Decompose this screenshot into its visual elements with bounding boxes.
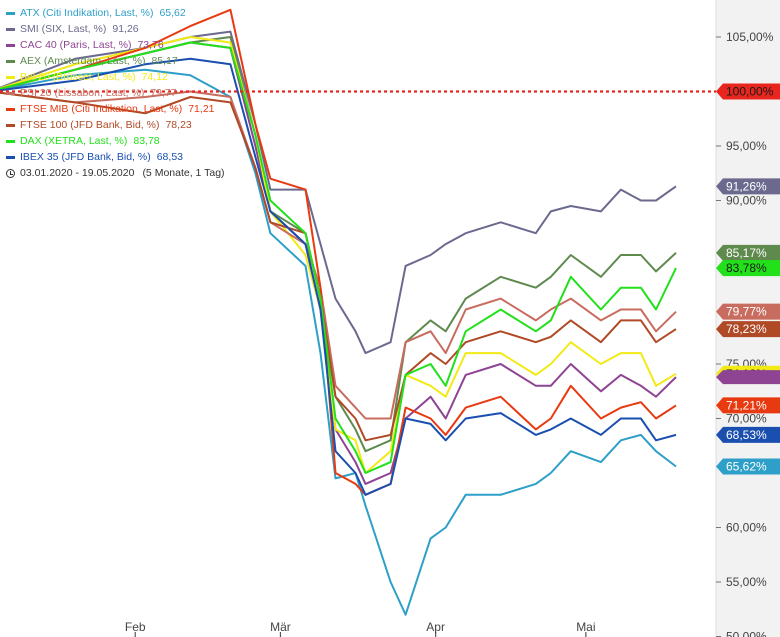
legend-last-value: 83,78 — [133, 135, 160, 147]
legend-swatch — [6, 107, 15, 111]
legend-swatch — [6, 123, 15, 127]
value-flag-label: 91,26% — [726, 179, 767, 193]
value-flag-label: 71,21% — [726, 398, 767, 412]
legend-item[interactable]: FTSE MIB (Citi Indikation, Last, %) 71,21 — [6, 101, 225, 117]
legend-last-value: 68,53 — [156, 151, 183, 163]
legend-last-value: 91,26 — [112, 23, 139, 35]
legend-item[interactable]: PSI 20 (Lissabon, Last, %) 79,77 — [6, 85, 225, 101]
y-tick-label: 70,00% — [726, 412, 767, 426]
legend-period: 03.01.2020 - 19.05.2020 (5 Monate, 1 Tag) — [6, 165, 225, 181]
legend-swatch — [6, 11, 15, 15]
series-line — [0, 36, 677, 453]
value-flag — [716, 321, 780, 338]
legend-swatch — [6, 43, 15, 47]
legend-item[interactable]: FTSE 100 (JFD Bank, Bid, %) 78,23 — [6, 117, 225, 133]
x-tick-label: Apr — [426, 620, 445, 634]
legend-swatch — [6, 75, 15, 79]
period-range: 03.01.2020 - 19.05.2020 — [20, 167, 135, 179]
y-tick-label: 55,00% — [726, 575, 767, 589]
value-flag — [716, 244, 780, 261]
value-flag-label: 79,77% — [726, 305, 767, 319]
value-flag-label: 68,53% — [726, 428, 767, 442]
legend-item[interactable]: IBEX 35 (JFD Bank, Bid, %) 68,53 — [6, 149, 225, 165]
x-tick-label: Mai — [576, 620, 595, 634]
x-tick-label: Feb — [125, 620, 146, 634]
legend-swatch — [6, 155, 15, 159]
y-tick-label: 60,00% — [726, 521, 767, 535]
value-flag-label: 78,23% — [726, 322, 767, 336]
series-line — [0, 90, 677, 420]
value-flag — [716, 83, 780, 100]
legend-swatch — [6, 139, 15, 143]
legend-series-name: SMI (SIX, Last, %) — [20, 23, 107, 35]
value-flag-label: 100,00% — [726, 85, 774, 99]
legend-last-value: 74,12 — [141, 71, 168, 83]
value-flag — [716, 370, 780, 385]
value-flag — [716, 178, 780, 195]
legend-series-name: DAX (XETRA, Last, %) — [20, 135, 128, 147]
legend-series-name: AEX (Amsterdam, Last, %) — [20, 55, 146, 67]
legend-swatch — [6, 27, 15, 31]
x-axis-ticks: Feb Mär Apr Mai — [125, 620, 596, 637]
legend-series-name: ATX (Citi Indikation, Last, %) — [20, 7, 154, 19]
legend-last-value: 78,23 — [165, 119, 192, 131]
value-flags: 100,00%65,62%91,26%85,17%74,12%79,77%71,… — [716, 83, 780, 475]
y-tick-label: 90,00% — [726, 194, 767, 208]
legend-series-name: Bel 20 (Brüssel, Last, %) — [20, 71, 136, 83]
value-flag — [716, 458, 780, 475]
legend-item[interactable]: AEX (Amsterdam, Last, %) 85,17 — [6, 53, 225, 69]
legend-last-value: 79,77 — [150, 87, 177, 99]
value-flag-label: 83,78% — [726, 261, 767, 275]
legend-item[interactable]: Bel 20 (Brüssel, Last, %) 74,12 — [6, 69, 225, 85]
clock-icon — [6, 168, 15, 178]
legend-series-name: FTSE 100 (JFD Bank, Bid, %) — [20, 119, 160, 131]
series-line — [0, 57, 677, 496]
legend-series-name: CAC 40 (Paris, Last, %) — [20, 39, 132, 51]
legend-last-value: 85,17 — [151, 55, 178, 67]
series-line — [0, 41, 677, 474]
legend-item[interactable]: SMI (SIX, Last, %) 91,26 — [6, 21, 225, 37]
legend-swatch — [6, 59, 15, 63]
legend-item[interactable]: DAX (XETRA, Last, %) 83,78 — [6, 133, 225, 149]
legend-last-value: 71,21 — [188, 103, 215, 115]
legend-swatch — [6, 91, 15, 95]
value-flag — [716, 397, 780, 414]
y-tick-label: 105,00% — [726, 30, 774, 44]
series-lines — [0, 8, 677, 616]
legend-series-name: IBEX 35 (JFD Bank, Bid, %) — [20, 151, 151, 163]
legend-last-value: 73,76 — [137, 39, 164, 51]
value-flag-label: 85,17% — [726, 246, 767, 260]
series-line — [0, 8, 677, 496]
value-flag — [716, 303, 780, 320]
legend-item[interactable]: ATX (Citi Indikation, Last, %) 65,62 — [6, 5, 225, 21]
y-tick-label: 50,00% — [726, 630, 767, 637]
legend-last-value: 65,62 — [159, 7, 186, 19]
value-flag — [716, 260, 780, 277]
legend: ATX (Citi Indikation, Last, %) 65,62 SMI (… — [6, 5, 225, 181]
value-flag-label: 65,62% — [726, 459, 767, 473]
value-flag — [716, 426, 780, 443]
legend-series-name: FTSE MIB (Citi Indikation, Last, %) — [20, 103, 183, 115]
series-line — [0, 30, 677, 355]
x-tick-label: Mär — [270, 620, 291, 634]
series-line — [0, 91, 677, 442]
period-span: (5 Monate, 1 Tag) — [142, 167, 225, 179]
legend-item[interactable]: CAC 40 (Paris, Last, %) 73,76 — [6, 37, 225, 53]
legend-series-name: PSI 20 (Lissabon, Last, %) — [20, 87, 145, 99]
y-tick-label: 95,00% — [726, 139, 767, 153]
